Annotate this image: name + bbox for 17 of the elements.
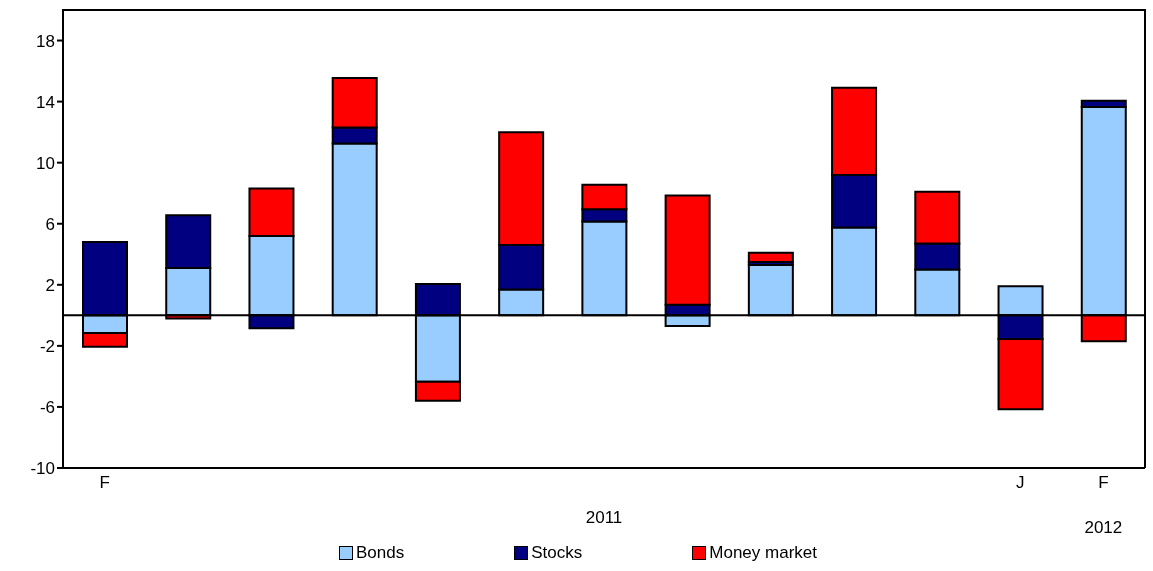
y-tick-label: -6 <box>39 397 55 417</box>
legend-label: Money market <box>708 543 817 563</box>
y-tick-label: 18 <box>36 31 55 51</box>
y-tick-label: 14 <box>36 92 55 112</box>
y-tick-label: 2 <box>45 275 55 295</box>
y-tick-label: -2 <box>39 336 55 356</box>
y-tick-label: 10 <box>36 153 55 173</box>
y-tick-label: -10 <box>30 459 55 479</box>
text: 2012 <box>1083 518 1124 538</box>
x-tick-label: J <box>1015 473 1025 493</box>
y-tick-label: 6 <box>45 214 55 234</box>
bar <box>747 251 794 263</box>
x-tick-label: F <box>99 473 110 493</box>
x-tick-label: F <box>1098 473 1109 493</box>
legend-label: Bonds <box>355 543 405 563</box>
legend-label: Stocks <box>530 543 583 563</box>
text: 2011 <box>584 508 624 528</box>
